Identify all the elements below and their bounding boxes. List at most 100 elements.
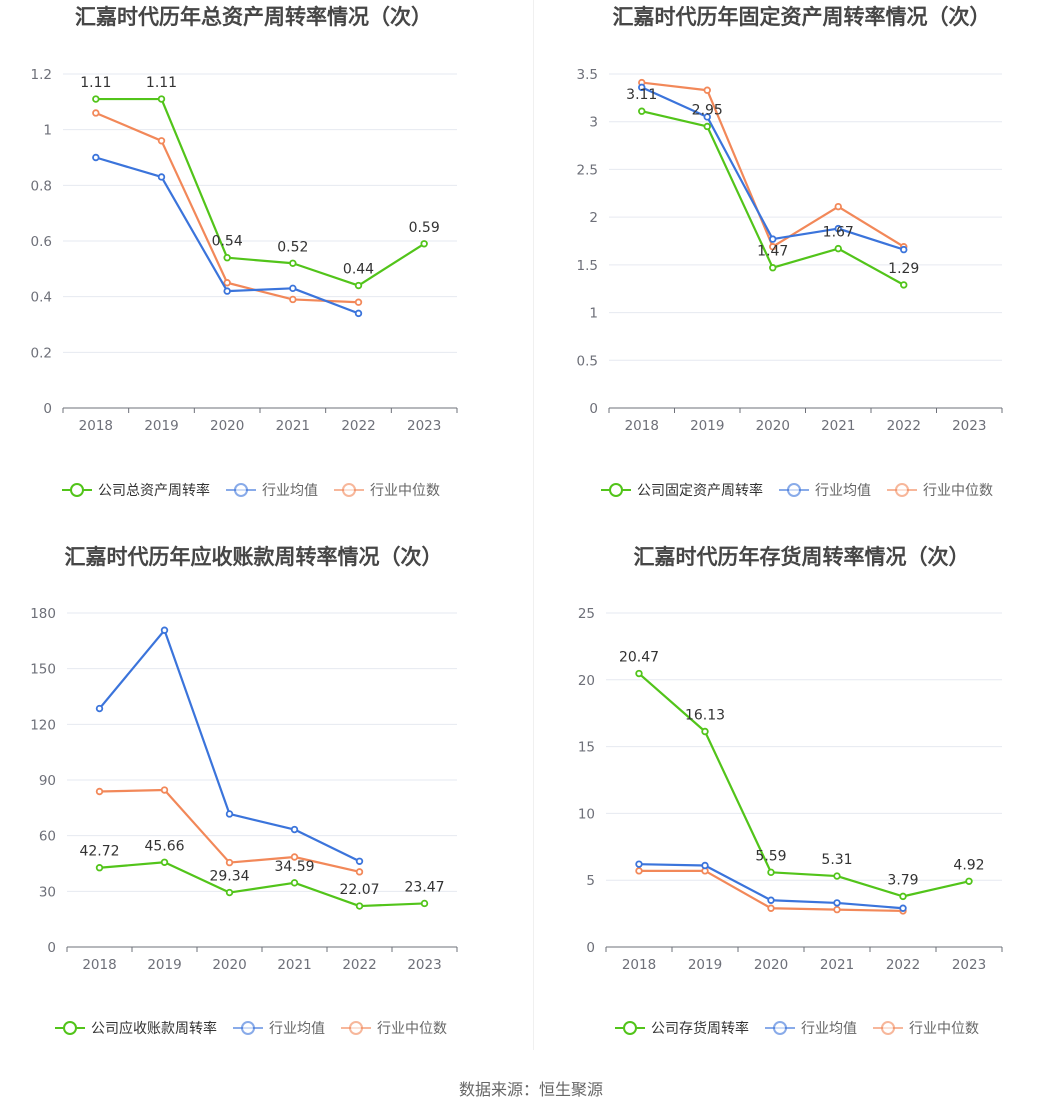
data-point[interactable] bbox=[635, 860, 643, 868]
data-point[interactable] bbox=[635, 669, 643, 678]
data-point[interactable] bbox=[160, 858, 169, 866]
data-point[interactable] bbox=[703, 122, 711, 131]
inventory-turnover-chart: 汇嘉时代历年存货周转率情况（次） 0 5 10 15 20 25 2018 2019 2020 20… bbox=[531, 540, 1062, 1070]
series-line bbox=[638, 672, 970, 898]
legend-label: 行业中位数 bbox=[370, 483, 440, 499]
legend-item[interactable]: 行业中位数 bbox=[334, 483, 440, 499]
data-point[interactable] bbox=[160, 786, 169, 794]
data-point[interactable] bbox=[420, 240, 428, 248]
data-point[interactable] bbox=[767, 868, 775, 877]
y-tick-label: 2.5 bbox=[577, 162, 598, 178]
y-tick-label: 2 bbox=[589, 210, 598, 226]
legend-item[interactable]: 公司固定资产周转率 bbox=[601, 482, 763, 499]
data-point[interactable] bbox=[769, 243, 777, 251]
legend-item[interactable]: 公司应收账款周转率 bbox=[55, 1020, 217, 1037]
legend-label: 行业均值 bbox=[815, 483, 871, 499]
legend-item[interactable]: 行业中位数 bbox=[873, 1021, 979, 1037]
data-point[interactable] bbox=[223, 254, 231, 262]
data-point[interactable] bbox=[701, 861, 709, 870]
y-tick-label: 0 bbox=[589, 401, 598, 417]
data-label: 22.07 bbox=[339, 882, 379, 898]
data-label: 0.54 bbox=[212, 234, 243, 250]
data-point[interactable] bbox=[354, 309, 363, 318]
data-point[interactable] bbox=[290, 825, 299, 834]
data-point[interactable] bbox=[965, 877, 973, 885]
chart-svg: 汇嘉时代历年固定资产周转率情况（次） 0 0.5 1 1.5 2 2.5 3 3.5 2018 20… bbox=[577, 5, 1003, 499]
legend-item[interactable]: 公司存货周转率 bbox=[615, 1020, 749, 1037]
data-label: 1.11 bbox=[146, 75, 177, 91]
data-point[interactable] bbox=[160, 626, 169, 634]
data-point[interactable] bbox=[157, 95, 166, 103]
data-point[interactable] bbox=[223, 287, 231, 295]
legend-item[interactable]: 行业均值 bbox=[765, 1021, 857, 1037]
data-point[interactable] bbox=[900, 245, 908, 254]
data-label: 42.72 bbox=[79, 844, 119, 860]
data-point[interactable] bbox=[354, 281, 363, 290]
legend-item[interactable]: 行业中位数 bbox=[887, 483, 993, 499]
y-tick-label: 0.5 bbox=[577, 353, 598, 369]
data-point[interactable] bbox=[225, 888, 234, 897]
data-point[interactable] bbox=[767, 896, 775, 904]
data-point[interactable] bbox=[225, 858, 234, 867]
y-tick-label: 180 bbox=[30, 606, 56, 622]
series-line bbox=[98, 629, 360, 863]
data-point[interactable] bbox=[290, 853, 299, 861]
data-point[interactable] bbox=[899, 904, 907, 912]
data-label: 20.47 bbox=[619, 650, 659, 666]
data-point[interactable] bbox=[833, 899, 841, 907]
data-point[interactable] bbox=[638, 83, 646, 92]
data-point[interactable] bbox=[638, 107, 646, 115]
data-point[interactable] bbox=[289, 295, 297, 304]
data-point[interactable] bbox=[95, 704, 104, 713]
data-point[interactable] bbox=[290, 879, 299, 887]
data-point[interactable] bbox=[701, 727, 709, 736]
data-point[interactable] bbox=[833, 905, 841, 914]
y-tick-label: 0.4 bbox=[31, 290, 52, 306]
data-point[interactable] bbox=[834, 202, 842, 211]
data-point[interactable] bbox=[289, 284, 297, 293]
data-point[interactable] bbox=[92, 95, 100, 103]
data-point[interactable] bbox=[355, 868, 364, 876]
data-point[interactable] bbox=[355, 902, 364, 910]
data-point[interactable] bbox=[769, 264, 777, 272]
series-line bbox=[641, 86, 905, 251]
data-point[interactable] bbox=[92, 153, 100, 162]
data-point[interactable] bbox=[899, 892, 907, 901]
data-point[interactable] bbox=[223, 279, 231, 287]
data-label: 16.13 bbox=[685, 708, 725, 724]
data-point[interactable] bbox=[703, 86, 711, 94]
data-label: 5.59 bbox=[755, 848, 786, 864]
legend-item[interactable]: 行业均值 bbox=[233, 1021, 325, 1037]
data-point[interactable] bbox=[225, 810, 234, 818]
data-point[interactable] bbox=[354, 298, 363, 306]
y-tick-label: 3.5 bbox=[577, 67, 598, 83]
data-point[interactable] bbox=[635, 867, 643, 875]
x-tick-label: 2020 bbox=[754, 957, 788, 973]
x-tick-label: 2022 bbox=[341, 418, 375, 434]
legend-item[interactable]: 行业均值 bbox=[226, 483, 318, 499]
legend-marker bbox=[787, 483, 801, 497]
y-tick-label: 120 bbox=[30, 717, 56, 733]
data-point[interactable] bbox=[420, 899, 429, 908]
legend-item[interactable]: 行业中位数 bbox=[341, 1021, 447, 1037]
data-point[interactable] bbox=[92, 109, 100, 117]
data-point[interactable] bbox=[289, 259, 297, 267]
data-point[interactable] bbox=[834, 224, 842, 233]
data-point[interactable] bbox=[769, 235, 777, 243]
data-point[interactable] bbox=[157, 173, 166, 181]
data-point[interactable] bbox=[833, 872, 841, 880]
chart-title: 汇嘉时代历年应收账款周转率情况（次） bbox=[65, 545, 443, 569]
data-point[interactable] bbox=[355, 857, 364, 865]
data-point[interactable] bbox=[900, 281, 908, 289]
data-point[interactable] bbox=[703, 113, 711, 121]
data-point[interactable] bbox=[157, 137, 166, 145]
legend-item[interactable]: 公司总资产周转率 bbox=[62, 482, 210, 499]
data-point[interactable] bbox=[95, 787, 104, 796]
data-label: 34.59 bbox=[274, 859, 314, 875]
data-point[interactable] bbox=[767, 904, 775, 912]
data-point[interactable] bbox=[834, 244, 842, 253]
legend-marker bbox=[609, 483, 623, 497]
total-asset-turnover-chart: 汇嘉时代历年总资产周转率情况（次） 0 0.2 0.4 0.6 0.8 1 1.2 2018 20… bbox=[0, 0, 531, 530]
legend-item[interactable]: 行业均值 bbox=[779, 483, 871, 499]
data-point[interactable] bbox=[95, 864, 104, 872]
